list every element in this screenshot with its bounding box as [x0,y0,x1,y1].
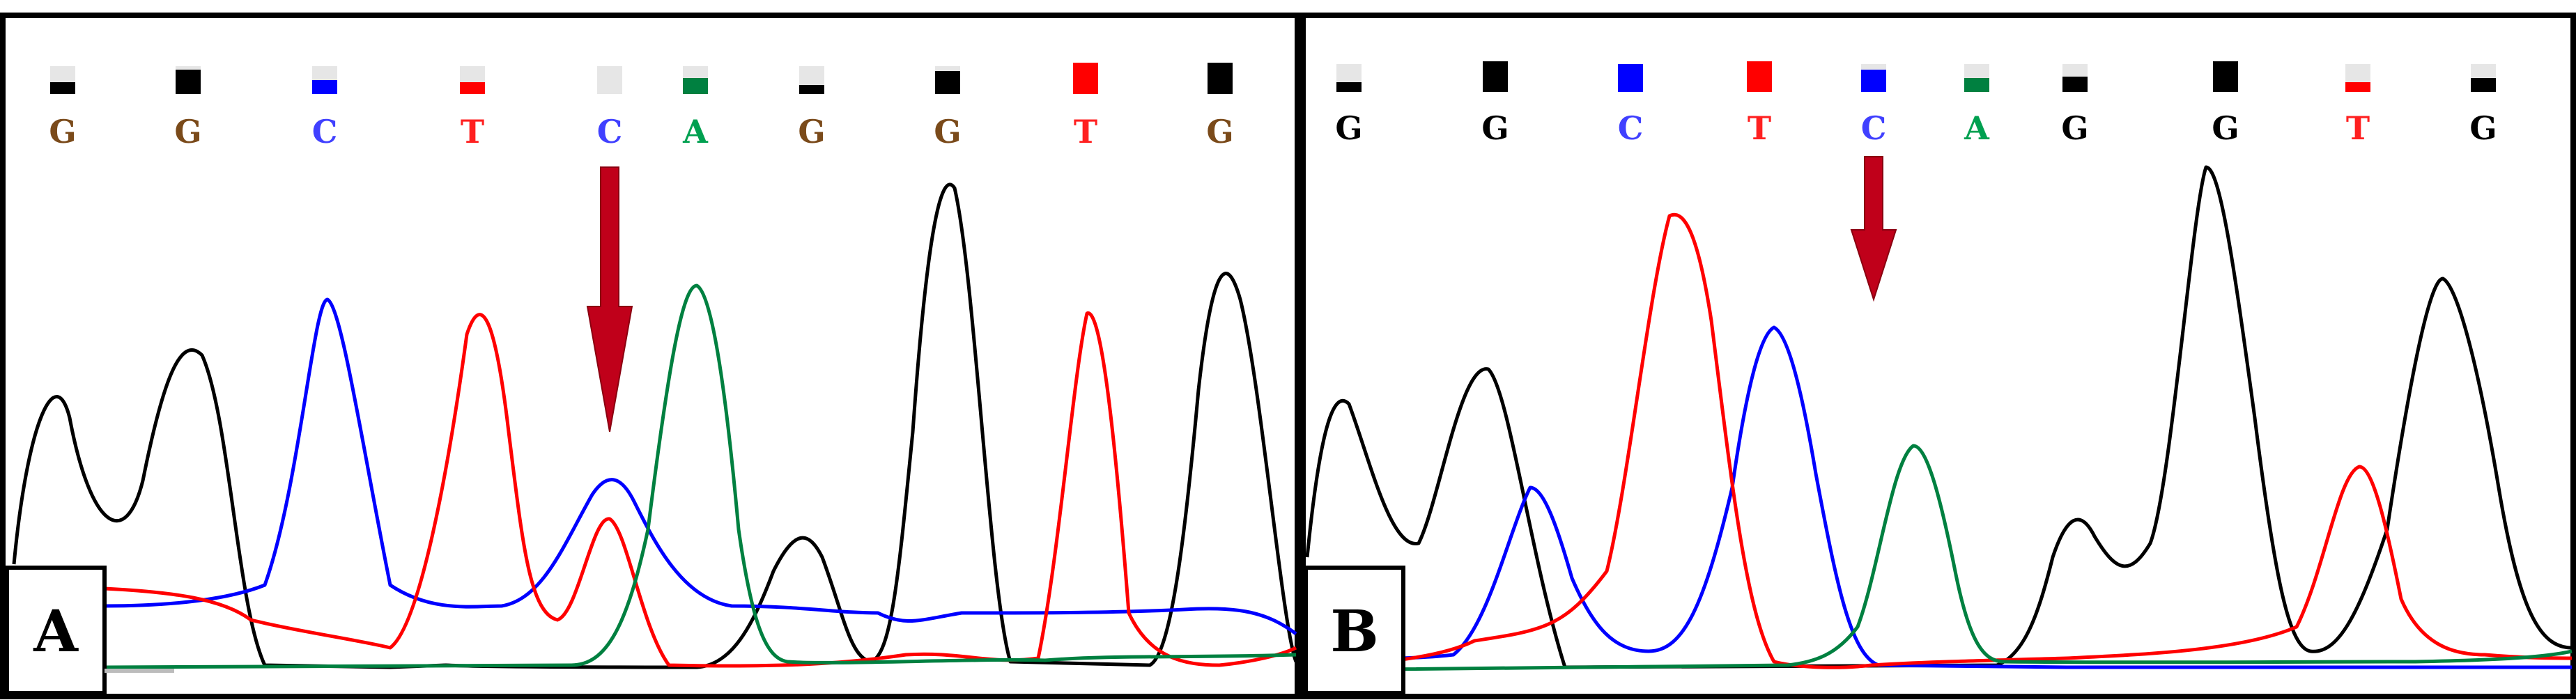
base-letter: T [461,113,484,150]
panel-b-border [1300,13,2576,699]
panel-a-border [0,13,1300,699]
panel-label-b: B [1304,566,1405,695]
chromatogram-a-svg: G G C T C A G G T G A [0,13,1300,699]
trace-c-blue [104,297,1297,636]
quality-bars-a [50,63,1233,94]
panel-label-a: A [5,566,107,695]
chromatogram-b-svg: G G C T C A G G T G B [1300,13,2576,699]
trace-g-black [1305,165,2573,669]
base-letter: C [1861,109,1887,147]
base-letter: G [934,113,961,150]
trace-a-green [1313,444,2573,672]
base-letter: G [1206,113,1233,150]
mutation-arrow-a [586,166,633,433]
trace-g-black [12,182,1298,669]
base-letter: T [2346,109,2370,147]
quality-bars-b [1336,61,2496,92]
base-letter: G [174,113,201,150]
base-letter: T [1748,109,1771,147]
base-calls-b: G G C T C A G G T G [1335,109,2497,147]
trace-a-green [104,283,1297,669]
base-letter: C [312,113,338,150]
base-letter: G [49,113,76,150]
trace-t-red [104,311,1297,668]
base-letter: A [1964,109,1990,147]
base-calls-a: G G C T C A G G T G [49,113,1233,150]
traces-b [1305,165,2573,672]
base-letter: G [798,113,825,150]
traces-a [12,182,1298,669]
trace-c-blue [1313,325,2572,669]
base-letter: C [597,113,623,150]
mutation-arrow-b [1850,156,1897,302]
base-letter: T [1074,113,1097,150]
base-letter: G [2469,109,2497,147]
base-letter: G [1335,109,1362,147]
chromatogram-panel-b: G G C T C A G G T G B [1300,0,2576,700]
chromatogram-panel-a: G G C T C A G G T G A [0,13,1300,699]
base-letter: A [682,113,709,150]
base-letter: G [2061,109,2088,147]
svg-text:B: B [1330,598,1378,665]
scroll-indicator [105,669,174,673]
trace-t-red [1313,212,2573,669]
base-letter: G [1481,109,1509,147]
base-letter: C [1618,109,1644,147]
base-letter: G [2212,109,2239,147]
svg-text:A: A [33,598,79,665]
